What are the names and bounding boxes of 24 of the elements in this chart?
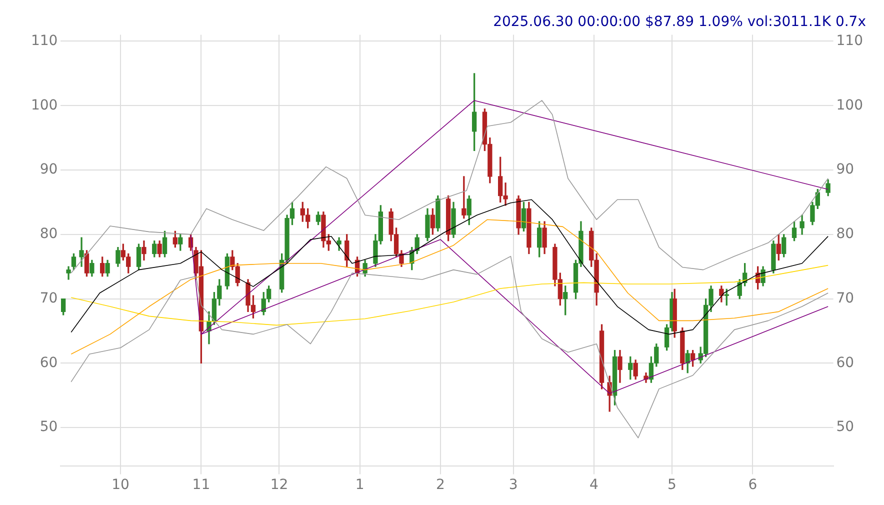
x-tick-label: 2 xyxy=(436,477,445,494)
y-tick-label: 90 xyxy=(40,162,58,178)
x-tick-label: 4 xyxy=(590,477,599,494)
y2-tick-label: 100 xyxy=(836,97,864,114)
y-tick-label: 110 xyxy=(30,32,58,49)
y2-tick-label: 50 xyxy=(836,419,854,436)
y2-tick-label: 60 xyxy=(836,354,854,371)
y-tick-label: 60 xyxy=(40,354,58,371)
y-tick-label: 100 xyxy=(30,97,58,114)
x-tick-label: 1 xyxy=(355,477,364,494)
y-tick-label: 80 xyxy=(40,226,58,242)
y2-tick-label: 110 xyxy=(836,32,864,49)
x-tick-label: 10 xyxy=(112,477,130,494)
x-tick-label: 3 xyxy=(508,477,518,494)
x-tick-label: 5 xyxy=(668,477,676,494)
chart-title: 2025.06.30 00:00:00 $87.89 1.09% vol:3011.1K 0.7x xyxy=(493,14,866,30)
y2-tick-label: 80 xyxy=(836,226,854,242)
y-tick-label: 50 xyxy=(40,419,58,436)
y2-tick-label: 90 xyxy=(836,162,854,178)
x-tick-label: 6 xyxy=(748,477,758,494)
y-tick-label: 70 xyxy=(40,290,58,306)
y2-tick-label: 70 xyxy=(836,290,854,306)
x-tick-label: 11 xyxy=(192,477,210,494)
x-tick-label: 12 xyxy=(270,477,288,494)
